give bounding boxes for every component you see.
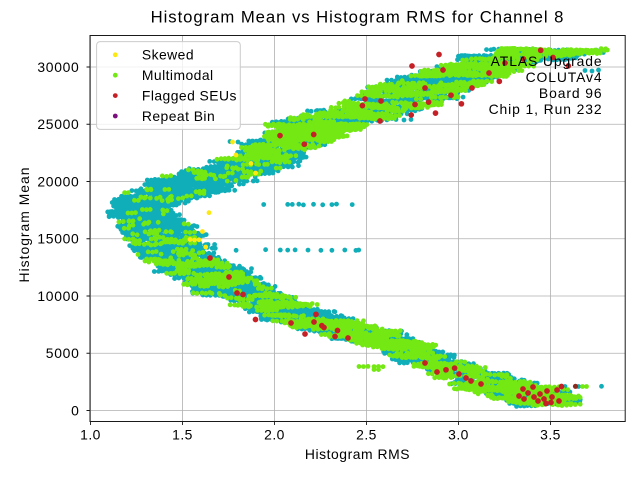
svg-text:15000: 15000: [37, 231, 79, 247]
svg-text:2.5: 2.5: [356, 427, 377, 443]
svg-text:20000: 20000: [37, 173, 79, 189]
svg-text:Histogram Mean vs Histogram RM: Histogram Mean vs Histogram RMS for Chan…: [151, 8, 565, 27]
svg-text:COLUTAv4: COLUTAv4: [526, 69, 603, 85]
svg-text:Chip 1, Run 232: Chip 1, Run 232: [489, 101, 603, 117]
svg-text:0: 0: [71, 402, 79, 418]
svg-text:3.0: 3.0: [448, 427, 469, 443]
svg-text:Skewed: Skewed: [142, 47, 194, 63]
svg-text:30000: 30000: [37, 59, 79, 75]
svg-text:Board 96: Board 96: [539, 85, 603, 101]
svg-text:2.0: 2.0: [264, 427, 285, 443]
svg-text:Repeat Bin: Repeat Bin: [142, 108, 215, 124]
svg-text:Histogram Mean: Histogram Mean: [16, 167, 32, 283]
svg-text:Multimodal: Multimodal: [142, 67, 214, 83]
svg-text:1.5: 1.5: [172, 427, 193, 443]
svg-text:25000: 25000: [37, 116, 79, 132]
svg-text:Histogram RMS: Histogram RMS: [305, 446, 410, 462]
svg-text:Flagged SEUs: Flagged SEUs: [142, 88, 237, 104]
svg-text:ATLAS Upgrade: ATLAS Upgrade: [491, 53, 603, 69]
svg-text:5000: 5000: [46, 345, 80, 361]
svg-text:3.5: 3.5: [540, 427, 561, 443]
svg-text:1.0: 1.0: [80, 427, 101, 443]
svg-text:10000: 10000: [37, 288, 79, 304]
